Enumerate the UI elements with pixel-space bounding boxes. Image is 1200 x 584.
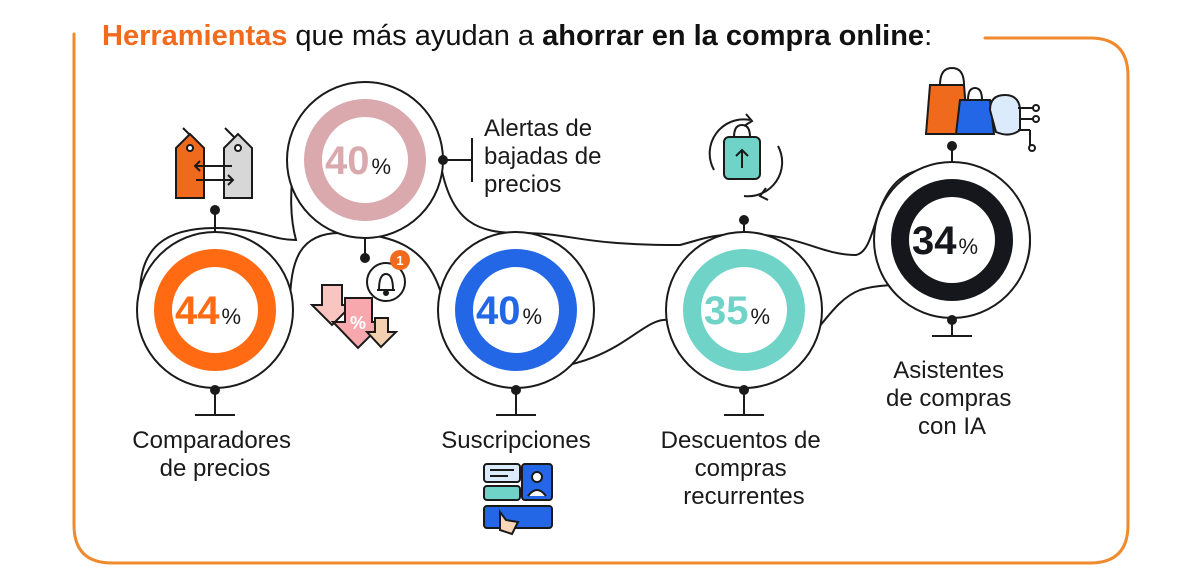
ring-suscripciones [455, 249, 577, 371]
ring-asistentes [891, 179, 1013, 301]
title-bold: ahorrar en la compra online [542, 20, 924, 52]
price-drop-alert-icon: % 1 [309, 250, 410, 350]
percent-symbol: % [350, 313, 366, 333]
label-suscripciones: Suscripciones [441, 427, 590, 454]
frame-border [72, 32, 1130, 565]
label-descuentos: Descuentos de compras recurrentes [661, 427, 828, 510]
percent-alertas: 40% [325, 139, 391, 183]
label-comparadores: Comparadores de precios [132, 427, 297, 482]
ai-shopping-assistant-icon [924, 66, 1040, 152]
price-tags-compare-icon [175, 127, 253, 199]
percent-comparadores: 44% [175, 289, 241, 333]
percent-descuentos: 35% [704, 289, 770, 333]
title-colon: : [924, 20, 932, 52]
percent-suscripciones: 40% [476, 289, 542, 333]
ring-descuentos [683, 249, 805, 371]
label-alertas: Alertas de bajadas de precios [484, 115, 608, 198]
label-asistentes: Asistentes de compras con IA [886, 357, 1018, 440]
ring-alertas [304, 99, 426, 221]
percent-asistentes: 34% [912, 219, 978, 263]
connectors [195, 138, 972, 416]
badge-count: 1 [396, 253, 403, 268]
notification-badge [390, 250, 410, 270]
subscription-card-icon [483, 463, 553, 536]
ring-comparadores [154, 249, 276, 371]
title-highlight: Herramientas [102, 20, 287, 52]
recurring-bag-icon [708, 113, 784, 201]
title-text: que más ayudan a [287, 20, 542, 52]
page-title: Herramientas que más ayudan a ahorrar en… [102, 20, 932, 52]
